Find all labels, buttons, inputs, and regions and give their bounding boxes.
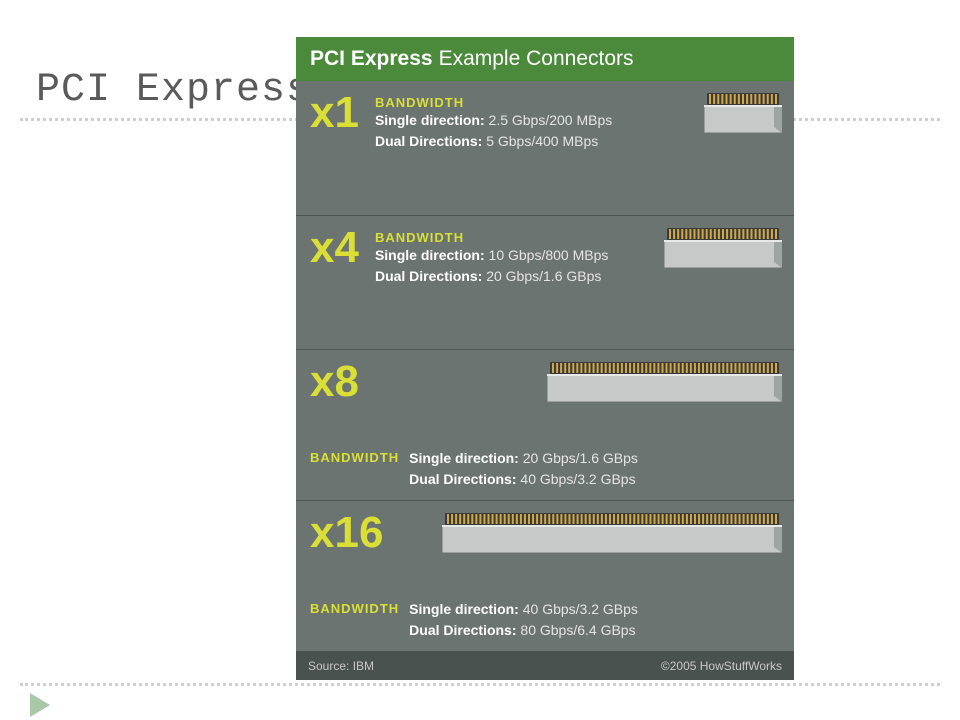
header-light: Example Connectors xyxy=(439,47,634,71)
header-bold: PCI Express xyxy=(310,47,433,71)
footer-copyright: ©2005 HowStuffWorks xyxy=(661,659,782,673)
bw-dual: Dual Directions: 80 Gbps/6.4 GBps xyxy=(409,620,638,641)
lane-label: x1 xyxy=(310,91,359,135)
infographic-header: PCI ExpressExample Connectors xyxy=(296,37,794,81)
connector-icon xyxy=(547,360,782,407)
slide-title: PCI Express xyxy=(36,68,311,113)
connector-section-x1: x1 BANDWIDTH Single direction: 2.5 Gbps/… xyxy=(296,81,794,216)
connector-section-x16: x16 BANDWIDTH Single direction: 40 Gbps/… xyxy=(296,501,794,652)
bw-single: Single direction: 20 Gbps/1.6 GBps xyxy=(409,448,638,469)
connector-icon xyxy=(442,511,782,558)
bandwidth-label: BANDWIDTH xyxy=(310,450,399,465)
divider-bottom xyxy=(20,683,940,686)
slide-arrow-icon xyxy=(30,693,50,717)
pci-infographic: PCI ExpressExample Connectors x1 BANDWID… xyxy=(296,37,794,680)
connector-section-x8: x8 BANDWIDTH Single direction: 20 Gbps/1… xyxy=(296,350,794,501)
bandwidth-label: BANDWIDTH xyxy=(310,601,399,616)
connector-icon xyxy=(704,91,782,138)
bw-single: Single direction: 40 Gbps/3.2 GBps xyxy=(409,599,638,620)
connector-icon xyxy=(664,226,782,273)
bw-dual: Dual Directions: 40 Gbps/3.2 GBps xyxy=(409,469,638,490)
footer-source: Source: IBM xyxy=(308,659,374,673)
connector-section-x4: x4 BANDWIDTH Single direction: 10 Gbps/8… xyxy=(296,216,794,351)
lane-label: x4 xyxy=(310,226,359,270)
infographic-footer: Source: IBM ©2005 HowStuffWorks xyxy=(296,652,794,680)
